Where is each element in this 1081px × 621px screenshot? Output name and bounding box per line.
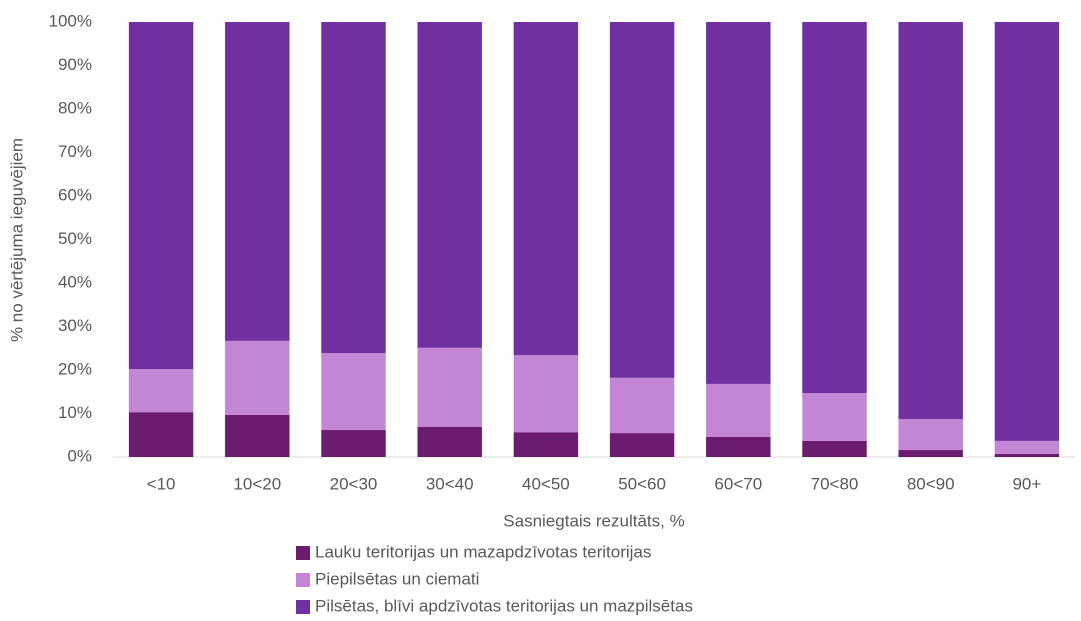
legend-swatch [296, 546, 310, 560]
bar-segment [513, 355, 579, 433]
bar-segment [321, 22, 386, 354]
bar-segment [225, 414, 290, 457]
bar-segment [898, 450, 963, 457]
bar-segment [802, 22, 867, 394]
bar-segment [513, 22, 579, 356]
bar-segment [128, 369, 194, 413]
x-tick-label: 90+ [1012, 474, 1041, 493]
y-tick-label: 100% [49, 11, 92, 30]
y-axis-label: % no vērtējuma ieguvējiem [7, 138, 26, 342]
legend-label: Lauku teritorijas un mazapdzīvotas terit… [315, 542, 651, 561]
bar-segment [802, 393, 867, 441]
x-axis-label: Sasniegtais rezultāts, % [503, 511, 684, 530]
bar-segment [417, 347, 482, 427]
bar-segment [994, 22, 1060, 441]
y-tick-label: 70% [58, 142, 92, 161]
bar-segment [609, 433, 675, 457]
y-tick-label: 60% [58, 185, 92, 204]
bar-segment [225, 22, 290, 341]
bar-segment [706, 22, 771, 384]
x-tick-label: <10 [147, 474, 176, 493]
bar-segment [417, 426, 482, 457]
bar-segment [609, 22, 675, 378]
x-tick-label: 40<50 [522, 474, 570, 493]
bar-segment [513, 432, 579, 457]
y-tick-label: 20% [58, 359, 92, 378]
bar-segment [898, 419, 963, 451]
x-tick-label: 50<60 [618, 474, 666, 493]
y-tick-label: 50% [58, 229, 92, 248]
x-tick-label: 70<80 [811, 474, 859, 493]
bar-segment [706, 383, 771, 437]
bar-segment [802, 440, 867, 457]
legend-label: Pilsētas, blīvi apdzīvotas teritorijas u… [315, 596, 693, 615]
x-tick-label: 10<20 [233, 474, 281, 493]
bar-segment [321, 353, 386, 431]
y-tick-label: 30% [58, 316, 92, 335]
bar-segment [994, 440, 1060, 454]
y-tick-label: 10% [58, 403, 92, 422]
y-tick-label: 80% [58, 98, 92, 117]
legend-label: Piepilsētas un ciemati [315, 569, 479, 588]
bar-segment [706, 436, 771, 457]
bar-segment [609, 377, 675, 434]
y-tick-label: 90% [58, 55, 92, 74]
y-tick-label: 40% [58, 272, 92, 291]
x-tick-label: 20<30 [330, 474, 378, 493]
legend-swatch [296, 600, 310, 614]
x-tick-label: 30<40 [426, 474, 474, 493]
x-tick-label: 80<90 [907, 474, 955, 493]
x-tick-label: 60<70 [714, 474, 762, 493]
bar-segment [321, 430, 386, 457]
legend-swatch [296, 573, 310, 587]
bar-segment [128, 22, 194, 370]
y-tick-label: 0% [67, 446, 92, 465]
bar-segment [994, 453, 1060, 457]
bar-segment [225, 340, 290, 415]
bar-segment [128, 412, 194, 457]
bar-segment [417, 22, 482, 348]
bar-segment [898, 22, 963, 420]
